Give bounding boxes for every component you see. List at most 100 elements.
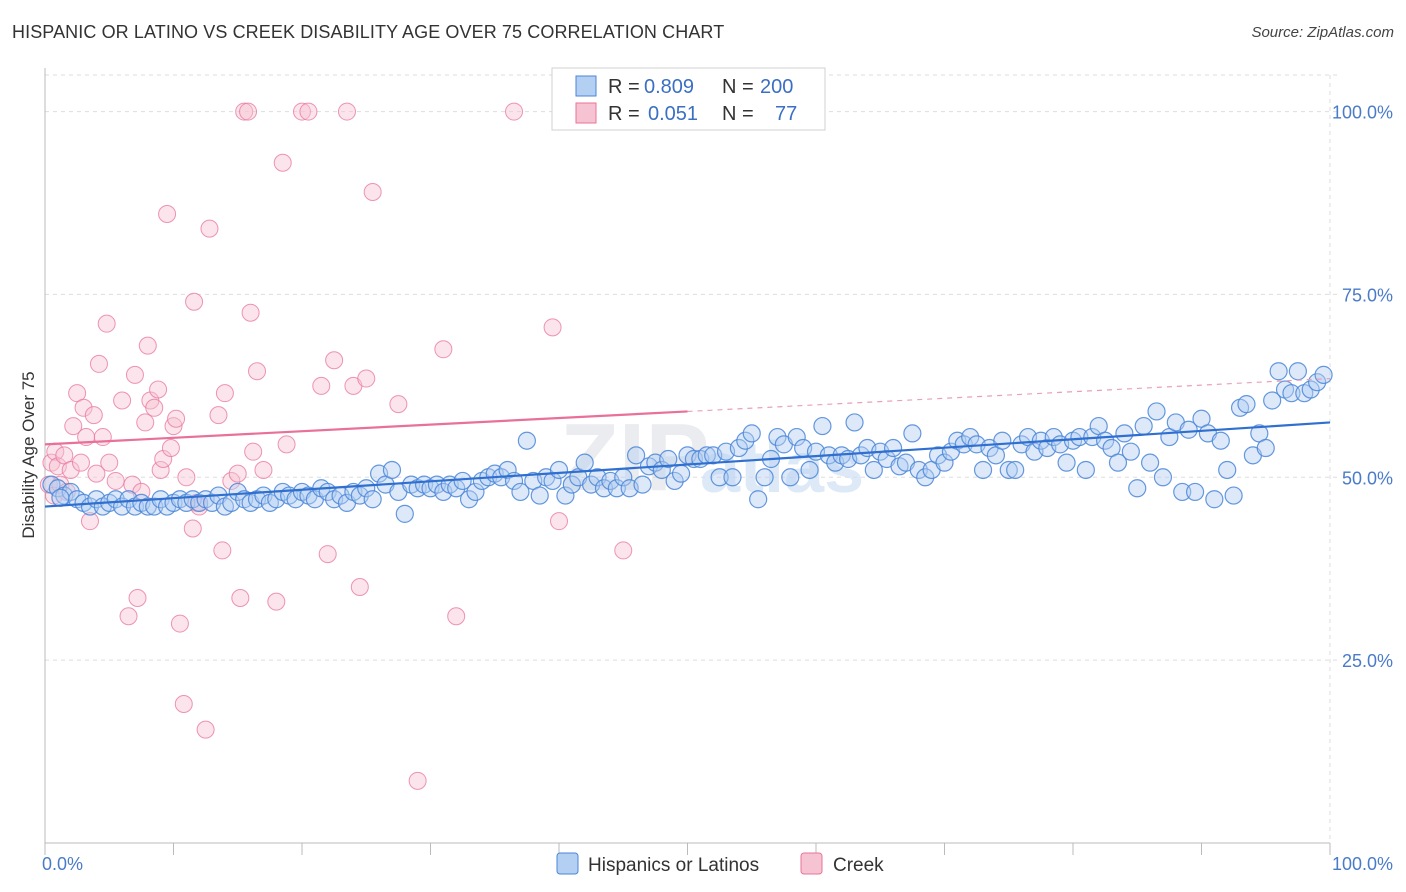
hispanic-trend-line xyxy=(44,421,1331,508)
y-tick-label-1: 50.0% xyxy=(1342,468,1393,488)
legend-r-label-1: R = xyxy=(608,76,640,98)
creek-point-73 xyxy=(389,395,408,414)
hispanic-point-16 xyxy=(145,497,164,516)
hispanic-point-134 xyxy=(903,424,922,443)
x-tick-label-left: 0.0% xyxy=(42,854,83,874)
hispanic-point-110 xyxy=(749,490,768,509)
hispanic-point-115 xyxy=(781,468,800,487)
creek-point-61 xyxy=(273,153,292,172)
creek-point-39 xyxy=(170,614,189,633)
creek-point-33 xyxy=(151,460,170,479)
legend-n-label-1: N = xyxy=(722,76,754,98)
hispanic-point-183 xyxy=(1218,460,1237,480)
hispanic-point-120 xyxy=(813,416,832,436)
hispanic-point-109 xyxy=(742,424,761,443)
hispanic-point-171 xyxy=(1140,453,1160,472)
creek-trend-extension xyxy=(687,377,1331,413)
creek-point-28 xyxy=(136,413,155,432)
hispanic-point-182 xyxy=(1211,431,1230,450)
creek-point-49 xyxy=(213,541,232,560)
bottom-legend-label-creek: Creek xyxy=(833,855,884,876)
hispanic-point-160 xyxy=(1070,427,1089,447)
y-tick-label-2: 75.0% xyxy=(1342,285,1393,305)
creek-point-66 xyxy=(318,545,337,564)
creek-point-79 xyxy=(550,512,568,531)
legend-n-label-2: N = xyxy=(722,103,754,125)
hispanic-point-3 xyxy=(61,482,80,502)
hispanic-point-158 xyxy=(1057,453,1076,472)
creek-point-29 xyxy=(138,336,157,355)
hispanic-point-167 xyxy=(1115,424,1134,443)
hispanic-point-71 xyxy=(498,460,517,480)
creek-point-14 xyxy=(80,512,99,531)
bottom-legend-label-hispanic: Hispanics or Latinos xyxy=(588,855,759,876)
hispanic-point-106 xyxy=(723,468,742,487)
hispanic-point-116 xyxy=(787,427,806,447)
creek-point-15 xyxy=(84,406,103,425)
creek-point-26 xyxy=(128,588,147,607)
creek-point-36 xyxy=(161,439,180,458)
hispanic-point-184 xyxy=(1224,486,1243,505)
bottom-legend-swatch-hispanic xyxy=(556,852,579,875)
legend-n-value-2: 77 xyxy=(775,103,797,125)
hispanic-point-186 xyxy=(1237,395,1256,414)
hispanic-point-193 xyxy=(1282,384,1301,403)
creek-point-53 xyxy=(231,588,250,607)
hispanic-point-104 xyxy=(710,468,729,487)
bottom-legend-swatch-creek xyxy=(800,852,823,875)
creek-point-68 xyxy=(337,102,356,121)
hispanic-point-29 xyxy=(228,482,247,502)
hispanic-point-80 xyxy=(556,486,575,505)
hispanic-point-83 xyxy=(575,453,594,472)
hispanic-point-189 xyxy=(1256,438,1275,458)
hispanic-point-191 xyxy=(1269,362,1288,381)
creek-point-59 xyxy=(254,460,273,479)
chart-title: HISPANIC OR LATINO VS CREEK DISABILITY A… xyxy=(12,22,725,42)
creek-point-25 xyxy=(125,365,144,384)
hispanic-point-81 xyxy=(562,475,581,494)
hispanic-point-86 xyxy=(594,479,614,498)
hispanic-point-173 xyxy=(1153,468,1173,487)
watermark: ZIP atlas xyxy=(560,404,864,511)
hispanic-point-108 xyxy=(736,431,755,450)
creek-point-47 xyxy=(200,219,219,238)
hispanic-point-169 xyxy=(1128,479,1147,498)
creek-point-20 xyxy=(100,453,119,472)
creek-point-71 xyxy=(357,369,376,388)
legend-n-value-1: 200 xyxy=(760,76,793,98)
hispanic-point-98 xyxy=(671,464,691,483)
creek-point-57 xyxy=(244,442,263,461)
hispanic-point-135 xyxy=(909,460,928,480)
hispanic-point-197 xyxy=(1308,373,1327,392)
creek-points xyxy=(39,102,633,790)
creek-point-64 xyxy=(299,102,318,121)
y-tick-label-0: 25.0% xyxy=(1342,651,1393,671)
hispanic-point-111 xyxy=(755,468,774,487)
hispanic-point-148 xyxy=(993,431,1012,450)
hispanic-point-136 xyxy=(916,468,935,487)
hispanic-point-74 xyxy=(517,431,536,450)
creek-point-76 xyxy=(447,607,466,626)
hispanic-point-194 xyxy=(1288,362,1307,381)
creek-point-72 xyxy=(363,183,382,202)
creek-point-12 xyxy=(74,398,93,417)
creek-point-50 xyxy=(215,384,234,403)
creek-point-43 xyxy=(185,292,204,311)
axes xyxy=(44,68,1331,855)
creek-point-11 xyxy=(71,453,90,472)
creek-point-37 xyxy=(164,417,183,436)
creek-point-18 xyxy=(93,428,112,447)
hispanic-point-178 xyxy=(1185,482,1205,502)
creek-trend-line xyxy=(44,410,688,446)
hispanic-point-92 xyxy=(633,475,652,494)
creek-point-8 xyxy=(61,460,80,479)
hispanic-point-196 xyxy=(1301,380,1320,399)
creek-point-38 xyxy=(167,409,186,428)
watermark-atlas: atlas xyxy=(700,428,864,508)
creek-point-42 xyxy=(183,519,202,538)
hispanic-point-145 xyxy=(973,460,993,480)
hispanic-point-161 xyxy=(1076,460,1095,480)
hispanic-point-91 xyxy=(626,446,646,465)
hispanic-point-64 xyxy=(453,471,472,491)
creek-point-41 xyxy=(177,468,196,487)
